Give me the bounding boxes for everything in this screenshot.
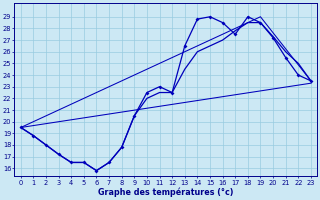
X-axis label: Graphe des températures (°c): Graphe des températures (°c) [98,188,234,197]
